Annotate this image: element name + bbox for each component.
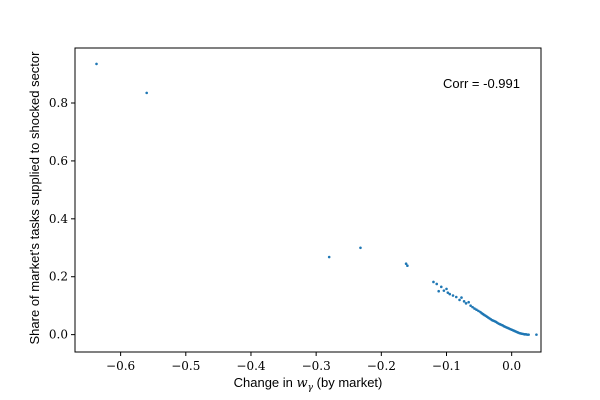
scatter-point: [448, 292, 452, 296]
x-axis-label-prefix: Change in: [234, 375, 297, 390]
x-axis-label-math-subscript: γ: [308, 383, 314, 393]
scatter-point: [435, 282, 439, 286]
y-tick-label: 0.6: [49, 154, 68, 168]
scatter-point: [464, 302, 468, 305]
x-tick-label: −0.1: [432, 359, 461, 373]
y-tick-label: 0.8: [49, 96, 68, 110]
scatter-point: [473, 307, 476, 310]
x-tick-label: 0.0: [502, 359, 521, 373]
y-tick-label: 0.0: [49, 328, 68, 342]
x-tick-label: −0.4: [236, 359, 266, 373]
scatter-point: [535, 333, 538, 336]
x-axis-label: Change in wγ (by market): [234, 375, 383, 393]
x-tick-label: −0.6: [106, 359, 135, 373]
x-axis-label-math: w: [297, 376, 308, 391]
scatter-point: [406, 264, 409, 268]
scatter-point: [454, 295, 458, 299]
scatter-point: [95, 62, 98, 66]
plot-frame: [74, 47, 542, 353]
scatter-point: [359, 246, 362, 250]
scatter-point: [462, 300, 466, 303]
scatter-point: [445, 287, 448, 291]
x-tick-label: −0.2: [367, 359, 396, 373]
y-axis-label: Share of market's tasks supplied to shoc…: [27, 51, 42, 345]
scatter-point: [460, 296, 463, 299]
scatter-point: [475, 308, 478, 312]
scatter-point: [145, 91, 148, 95]
scatter-point: [446, 291, 450, 294]
scatter-point: [432, 280, 435, 284]
y-axis-ticks: 0.0 0.2 0.4 0.6 0.8: [49, 96, 75, 342]
scatter-point: [527, 333, 530, 336]
y-tick-label: 0.2: [49, 270, 68, 284]
scatter-point: [451, 294, 455, 297]
correlation-annotation: Corr = -0.991: [443, 76, 520, 91]
x-tick-label: −0.5: [171, 359, 200, 373]
x-axis-ticks: −0.6 −0.5 −0.4 −0.3 −0.2 −0.1 0.0: [106, 352, 521, 373]
scatter-point: [439, 285, 443, 289]
scatter-point: [437, 289, 440, 293]
scatter-point: [327, 255, 331, 259]
scatter-point: [469, 304, 472, 307]
scatter-point: [442, 289, 446, 292]
scatter-point: [471, 305, 474, 309]
scatter-point: [404, 262, 408, 266]
x-tick-label: −0.3: [302, 359, 331, 373]
scatter-point: [467, 300, 470, 304]
x-axis-label-suffix: (by market): [313, 375, 382, 390]
scatter-point: [477, 309, 480, 313]
scatter-point: [458, 298, 461, 302]
y-tick-label: 0.4: [49, 212, 68, 226]
points-layer: [95, 62, 538, 336]
